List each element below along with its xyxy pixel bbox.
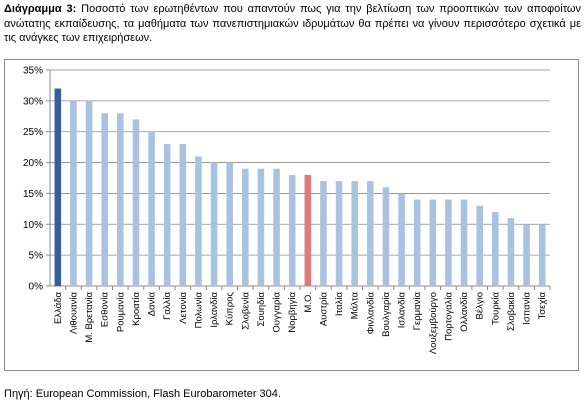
y-tick-label: 5%: [29, 251, 44, 262]
bar: [70, 100, 77, 286]
bar: [163, 144, 171, 286]
x-tick-label: Φινλανδία: [365, 292, 376, 335]
x-tick-label: Νορβηγία: [287, 291, 298, 332]
x-tick-label: Ισπανία: [522, 292, 533, 325]
bar: [413, 199, 421, 286]
x-tick-label: Ισλανδία: [397, 292, 408, 329]
bar: [242, 168, 249, 286]
x-tick-label: Κροατία: [131, 291, 142, 325]
y-tick-label: 10%: [23, 220, 43, 231]
y-tick-label: 15%: [23, 189, 43, 200]
y-tick-label: 25%: [23, 127, 43, 138]
bar: [85, 100, 93, 286]
bar: [492, 211, 499, 286]
bar: [288, 174, 296, 286]
bar: [226, 162, 233, 286]
x-tick-label: Λετονία: [178, 292, 189, 324]
y-tick-label: 20%: [23, 158, 43, 169]
x-tick-label: Βέλγιο: [475, 292, 486, 319]
x-tick-label: Κύπρος: [225, 292, 236, 326]
x-tick-label: Μ.Ο.: [303, 292, 314, 313]
x-tick-label: Πολωνία: [193, 291, 204, 328]
x-tick-label: Δανία: [147, 292, 158, 317]
x-tick-label: Σλοβενία: [240, 292, 251, 330]
x-tick-label: Ολλανδία: [459, 292, 470, 332]
x-tick-label: Λουξεμβούργο: [428, 292, 439, 354]
x-tick-label: Ουγγαρία: [272, 292, 283, 333]
caption-lead: Διάγραμμα 3:: [4, 3, 77, 15]
bar: [304, 174, 312, 286]
bar: [179, 144, 187, 286]
bar: [445, 199, 452, 286]
x-tick-label: Τουρκία: [490, 291, 501, 325]
bar: [523, 224, 530, 286]
bar-chart: 0% 5% 10% 15% 20% 25% 30% 35% Ελλάδα Λιθουανία Μ. …: [23, 66, 551, 354]
y-tick-label: 30%: [23, 96, 43, 107]
x-tick-label: Μ. Βρετανία: [84, 292, 95, 343]
x-tick-label: Εσθονία: [100, 291, 111, 327]
x-tick-label: Ελλάδα: [53, 291, 64, 323]
bar: [335, 181, 343, 286]
bar: [398, 193, 405, 286]
x-tick-label: Βουλγαρία: [381, 292, 392, 337]
x-tick-label: Ρουμανία: [115, 291, 126, 332]
chart-frame: 0% 5% 10% 15% 20% 25% 30% 35% Ελλάδα Λιθουανία Μ. …: [4, 59, 579, 371]
bar: [148, 131, 155, 286]
x-tick-label: Ιταλία: [334, 291, 345, 316]
bar: [507, 218, 515, 286]
x-tick-label: Ιρλανδία: [209, 291, 220, 327]
bar: [538, 224, 546, 286]
source-note: Πηγή: European Commission, Flash Eurobar…: [4, 388, 281, 400]
bar: [460, 199, 468, 286]
x-tick-label: Αυστρία: [318, 291, 329, 326]
caption-text: Ποσοστό των ερωτηθέντων που απαντούν πως…: [4, 3, 581, 44]
x-tick-label: Σλοβακία: [506, 291, 517, 331]
bar: [117, 113, 124, 286]
x-tick-label: Γερμανία: [412, 292, 423, 331]
bar: [132, 119, 140, 286]
x-tick-label: Λιθουανία: [68, 292, 79, 335]
x-tick-label: Σουηδία: [256, 291, 267, 326]
x-tick-label: Πορτογαλία: [443, 292, 454, 341]
bar: [382, 187, 390, 286]
bar: [367, 181, 374, 286]
bar: [210, 162, 218, 286]
figure-caption: Διάγραμμα 3: Ποσοστό των ερωτηθέντων που…: [4, 2, 581, 46]
bar: [476, 205, 483, 286]
bar: [273, 168, 280, 286]
bar: [195, 156, 202, 286]
x-tick-label: Μάλτα: [350, 292, 361, 320]
x-tick-label: Τσεχία: [537, 291, 548, 319]
bar: [257, 168, 265, 286]
bar: [54, 88, 62, 286]
y-tick-label: 0%: [29, 282, 44, 293]
bar: [429, 199, 437, 286]
bar: [101, 113, 108, 286]
bar: [320, 181, 327, 286]
y-tick-label: 35%: [23, 66, 43, 77]
x-tick-label: Γαλλία: [162, 291, 173, 319]
bar: [351, 181, 358, 286]
